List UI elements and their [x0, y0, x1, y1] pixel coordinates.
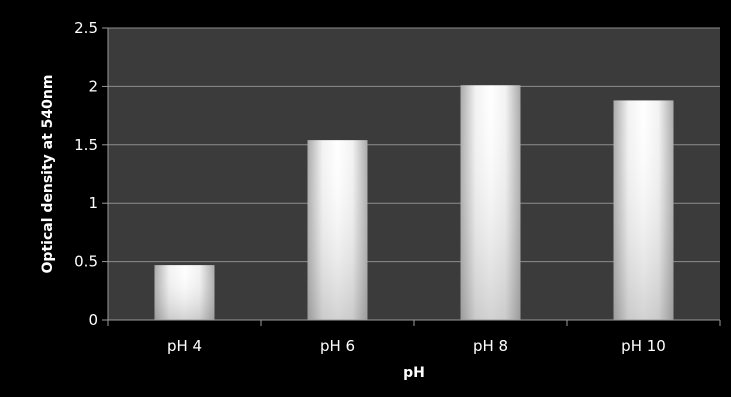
y-tick-label: 1	[88, 194, 98, 212]
x-tick-labels: pH 4 pH 6 pH 8 pH 10	[167, 337, 666, 355]
bar-shade	[460, 85, 521, 321]
y-tick-label: 1.5	[74, 136, 98, 154]
x-axis-title: pH	[403, 365, 425, 381]
y-tick-label: 0	[88, 311, 98, 329]
bar-shade	[613, 100, 674, 320]
axes	[102, 27, 721, 326]
x-tick-label: pH 8	[473, 337, 508, 355]
y-tick-label: 2.5	[74, 19, 98, 37]
bar-shade	[307, 140, 368, 320]
bars	[154, 85, 674, 321]
y-axis-title: Optical density at 540nm	[40, 75, 56, 274]
x-tick-label: pH 6	[320, 337, 355, 355]
y-tick-label: 0.5	[74, 253, 98, 271]
y-tick-label: 2	[88, 77, 98, 95]
bar-shade	[154, 265, 215, 320]
x-tick-label: pH 4	[167, 337, 202, 355]
y-tick-labels: 0 0.5 1 1.5 2 2.5	[74, 19, 98, 329]
x-tick-label: pH 10	[621, 337, 666, 355]
